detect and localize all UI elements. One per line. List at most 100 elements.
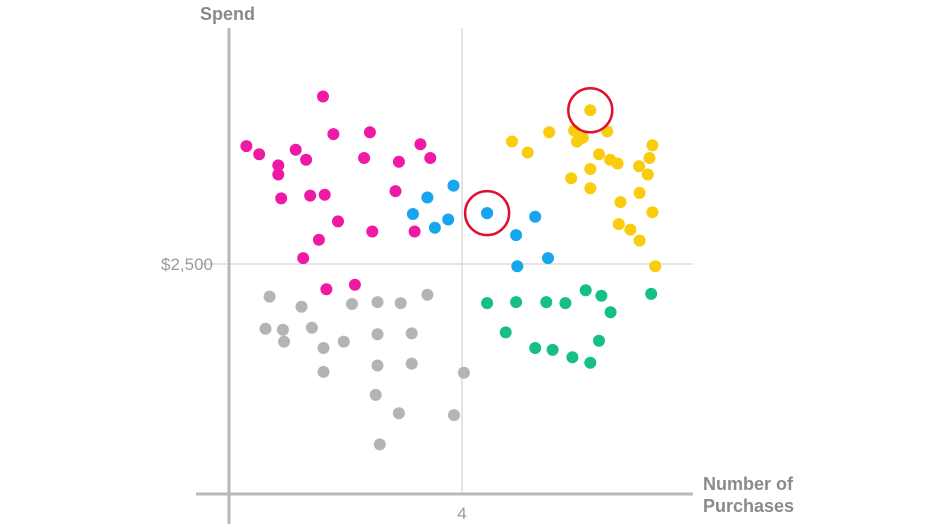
data-point-series-5-1 [263,290,276,303]
data-point-series-2-14 [611,157,624,170]
data-point-series-1-8 [414,138,427,151]
data-point-series-4-3 [540,296,553,309]
x-axis-title-line-2: Purchases [703,496,794,516]
data-point-series-1-21 [297,252,310,265]
data-point-series-5-14 [317,342,330,354]
data-point-series-5-10 [337,335,350,348]
data-point-series-3-7 [529,210,542,223]
data-point-series-2-17 [565,172,578,185]
data-point-series-2-8 [633,160,646,173]
data-point-series-3-6 [428,221,441,234]
data-point-series-2-21 [633,234,646,247]
x-tick-label: 4 [457,504,466,523]
highlight-ring-2 [567,87,614,134]
points-layer [240,90,662,451]
data-point-series-2-11 [521,146,534,159]
data-point-series-1-15 [392,155,405,168]
data-point-series-1-2 [253,148,266,161]
data-point-series-1-4 [289,143,302,156]
data-point-series-5-20 [392,407,405,420]
data-point-series-5-6 [421,288,434,301]
data-point-series-4-13 [593,334,605,347]
data-point-series-5-19 [369,388,382,401]
data-point-series-2-23 [624,223,637,236]
data-point-series-1-7 [363,126,376,139]
data-point-series-1-11 [275,192,288,205]
data-point-series-4-14 [645,287,658,300]
data-point-series-5-9 [305,321,318,334]
data-point-series-2-19 [646,206,659,219]
data-point-series-2-20 [612,218,625,231]
data-point-series-1-19 [408,225,421,238]
data-point-series-1-20 [312,233,325,246]
data-point-series-2-5 [576,131,589,144]
highlight-ring-1 [463,189,511,237]
data-point-series-5-18 [317,365,330,378]
y-axis-title: Spend [200,4,255,24]
data-point-series-5-13 [278,335,291,348]
data-point-series-4-8 [499,326,512,339]
data-point-series-2-7 [646,139,659,152]
x-axis-title-line-1: Number of [703,474,794,494]
data-point-series-5-16 [405,357,418,370]
data-point-series-1-17 [332,215,344,228]
data-point-series-3-2 [447,179,460,192]
data-point-series-2-16 [584,182,597,195]
data-point-series-2-22 [614,196,627,209]
data-point-series-3-9 [542,252,554,265]
data-point-series-1-13 [318,188,331,201]
data-point-series-1-16 [424,152,437,164]
data-point-series-4-2 [510,296,523,309]
data-point-series-1-1 [240,140,253,153]
highlighted-data-point-1 [481,207,494,220]
data-point-series-2-12 [584,163,597,175]
data-point-series-2-9 [643,152,656,164]
data-point-series-4-11 [566,351,579,364]
data-point-series-1-5 [317,90,329,103]
data-point-series-1-22 [320,283,333,296]
data-point-series-4-7 [604,306,617,319]
data-point-series-2-24 [649,260,662,273]
data-point-series-4-9 [529,342,542,354]
data-point-series-2-10 [506,135,518,148]
data-point-series-2-15 [641,168,654,181]
data-point-series-1-18 [366,225,379,238]
data-point-series-5-2 [295,300,308,313]
data-point-series-1-3 [272,168,285,181]
data-point-series-5-15 [371,359,384,372]
data-point-series-3-1 [421,191,434,204]
highlights-layer [463,87,614,237]
data-point-series-5-4 [371,296,384,309]
y-tick-label: $2,500 [161,255,213,274]
data-point-series-1-12 [300,153,313,166]
data-point-series-5-22 [373,438,386,451]
data-point-series-5-3 [346,298,358,310]
x-axis-title: Number of Purchases [703,474,798,516]
data-point-series-1-9 [272,159,285,172]
data-point-series-3-4 [442,213,455,226]
data-point-series-5-7 [259,322,272,335]
data-point-series-4-5 [595,289,608,302]
data-point-series-4-1 [481,297,494,310]
data-point-series-3-10 [511,260,524,273]
data-point-series-1-24 [389,185,402,198]
data-point-series-2-1 [543,126,556,139]
data-point-series-4-4 [559,297,572,310]
data-point-series-5-5 [394,297,407,310]
data-point-series-1-6 [327,128,340,141]
data-point-series-1-10 [304,189,317,202]
data-point-series-5-12 [405,327,418,340]
data-point-series-1-14 [358,152,371,164]
data-point-series-5-8 [276,323,289,336]
data-point-series-3-5 [406,208,419,220]
data-point-series-1-23 [348,278,361,291]
data-point-series-5-17 [457,366,470,379]
data-point-series-4-10 [546,343,559,356]
data-point-series-5-21 [448,409,460,422]
data-point-series-3-8 [510,229,523,242]
data-point-series-5-11 [371,328,384,341]
data-point-series-4-6 [579,284,592,297]
data-point-series-2-13 [593,148,605,161]
